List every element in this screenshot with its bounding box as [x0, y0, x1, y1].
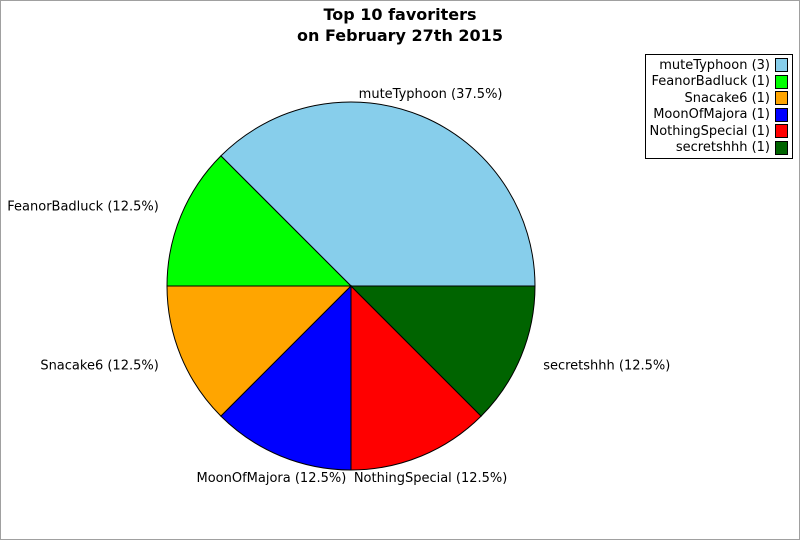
pie-slice-NothingSpecial: [350, 284, 482, 471]
chart-title-line1: Top 10 favoriters: [323, 5, 477, 24]
legend-label: FeanorBadluck (1): [651, 74, 770, 90]
pie-slice-MoonOfMajora: [220, 284, 352, 471]
pie-slice-secretshhh: [349, 285, 536, 417]
pie-label-muteTyphoon: muteTyphoon (37.5%): [359, 87, 503, 102]
pie-slice-muteTyphoon: [220, 101, 536, 287]
legend-label: NothingSpecial (1): [649, 123, 770, 139]
legend-item-FeanorBadluck: FeanorBadluck (1): [650, 74, 788, 91]
chart-title: Top 10 favoriters on February 27th 2015: [1, 4, 799, 46]
legend-color-swatch: [775, 91, 788, 106]
legend-color-swatch: [775, 74, 788, 89]
legend-color-swatch: [775, 58, 788, 73]
pie-label-Snacake6: Snacake6 (12.5%): [40, 359, 158, 374]
pie-label-secretshhh: secretshhh (12.5%): [543, 359, 670, 374]
chart-title-line2: on February 27th 2015: [297, 26, 503, 45]
legend-label: MoonOfMajora (1): [653, 107, 770, 123]
legend: muteTyphoon (3) FeanorBadluck (1) Snacake6…: [645, 54, 793, 159]
legend-item-NothingSpecial: NothingSpecial (1): [649, 123, 788, 140]
pie-slice-Snacake6: [166, 285, 353, 417]
legend-item-muteTyphoon: muteTyphoon (3): [650, 57, 788, 74]
pie-label-NothingSpecial: NothingSpecial (12.5%): [354, 471, 508, 486]
legend-item-secretshhh: secretshhh (1): [650, 140, 788, 157]
pie-label-MoonOfMajora: MoonOfMajora (12.5%): [196, 471, 346, 486]
legend-color-swatch: [775, 124, 788, 139]
legend-item-Snacake6: Snacake6 (1): [650, 90, 788, 107]
pie-slice-FeanorBadluck: [166, 155, 353, 287]
pie-label-FeanorBadluck: FeanorBadluck (12.5%): [7, 199, 159, 214]
legend-color-swatch: [775, 107, 788, 122]
legend-label: secretshhh (1): [675, 140, 770, 156]
legend-label: Snacake6 (1): [684, 90, 770, 106]
legend-color-swatch: [775, 140, 788, 155]
legend-item-MoonOfMajora: MoonOfMajora (1): [650, 107, 788, 124]
legend-label: muteTyphoon (3): [659, 57, 770, 73]
